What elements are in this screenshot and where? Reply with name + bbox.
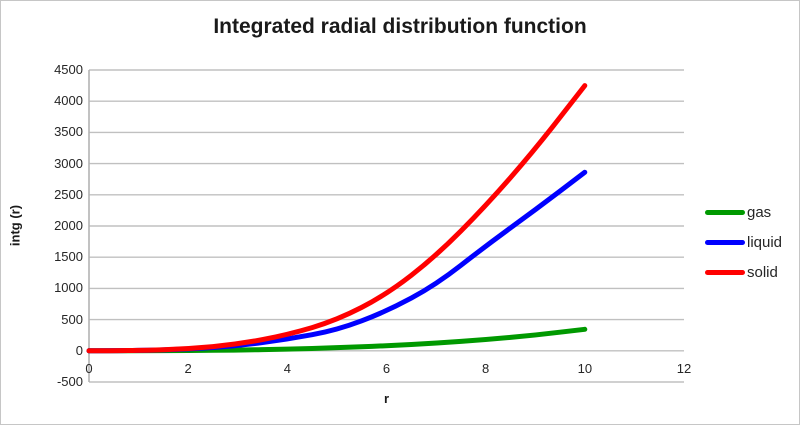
x-tick-label-8: 8 xyxy=(482,361,490,376)
legend-swatch-solid xyxy=(705,269,745,275)
legend-item-gas: gas xyxy=(705,197,782,227)
y-tick-label-1500: 1500 xyxy=(54,249,83,265)
legend-label-solid: solid xyxy=(747,263,778,281)
legend-label-gas: gas xyxy=(747,203,772,221)
x-tick-label-12: 12 xyxy=(676,361,692,376)
y-tick-label-2000: 2000 xyxy=(54,218,83,233)
y-tick-label-3000: 3000 xyxy=(54,155,83,171)
y-tick-label--500: -500 xyxy=(56,374,83,389)
x-axis-title: r xyxy=(383,391,390,406)
y-tick-label-1000: 1000 xyxy=(54,280,83,296)
legend-item-liquid: liquid xyxy=(705,227,782,257)
legend: gas liquid solid xyxy=(705,197,782,287)
legend-swatch-gas xyxy=(705,209,745,215)
legend-label-liquid: liquid xyxy=(747,233,783,251)
series-line-solid xyxy=(86,83,588,354)
x-tick-label-4: 4 xyxy=(283,361,291,376)
x-tick-label-10: 10 xyxy=(577,361,593,376)
chart-title: Integrated radial distribution function xyxy=(213,15,587,38)
y-tick-label-2500: 2500 xyxy=(54,186,83,202)
y-tick-label-3500: 3500 xyxy=(54,124,83,140)
y-tick-label-0: 0 xyxy=(75,342,83,358)
y-tick-label-4500: 4500 xyxy=(54,62,83,77)
legend-item-solid: solid xyxy=(705,257,782,287)
series-line-liquid xyxy=(86,169,588,354)
y-tick-label-500: 500 xyxy=(61,311,83,327)
x-tick-label-2: 2 xyxy=(184,361,192,376)
y-tick-label-4000: 4000 xyxy=(54,93,83,109)
y-axis-title: intg (r) xyxy=(7,204,23,247)
legend-swatch-liquid xyxy=(705,239,745,245)
x-tick-label-6: 6 xyxy=(382,361,391,376)
x-tick-label-0: 0 xyxy=(85,361,93,376)
